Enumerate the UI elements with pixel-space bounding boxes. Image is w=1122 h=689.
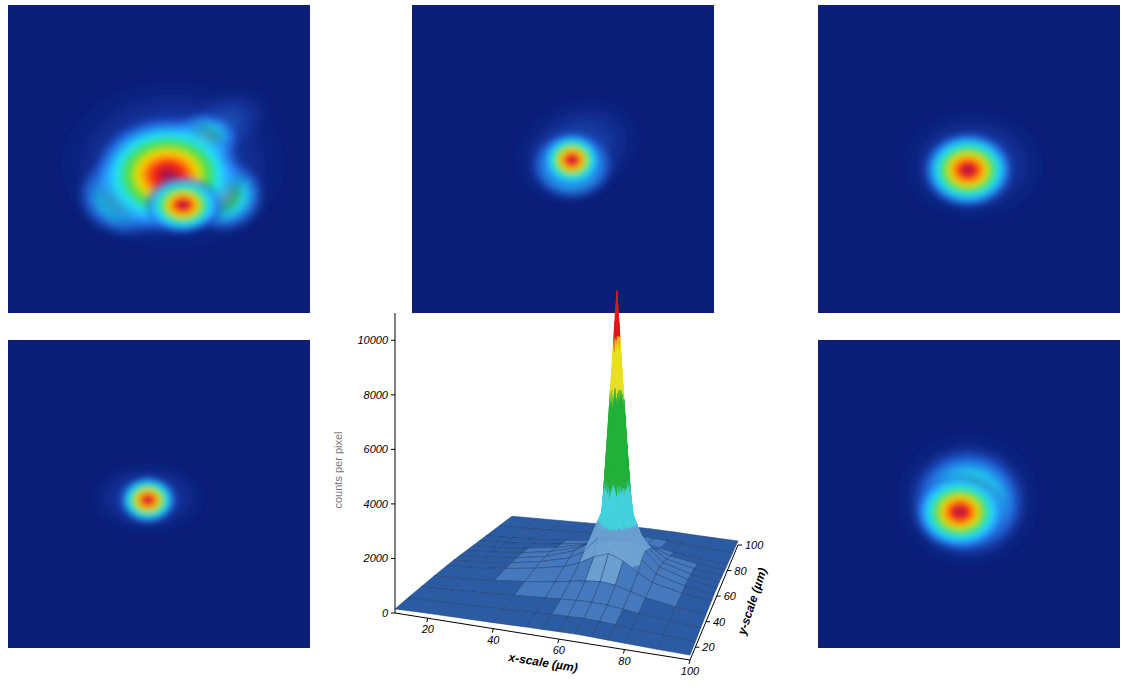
svg-text:counts per pixel: counts per pixel	[332, 431, 344, 508]
svg-text:80: 80	[734, 565, 747, 577]
svg-text:60: 60	[724, 590, 737, 602]
svg-text:40: 40	[713, 616, 726, 628]
svg-text:20: 20	[421, 623, 435, 635]
svg-text:y-scale (µm): y-scale (µm)	[734, 566, 769, 637]
svg-text:10000: 10000	[357, 334, 388, 346]
svg-text:0: 0	[382, 607, 389, 619]
svg-text:8000: 8000	[364, 389, 389, 401]
svg-text:100: 100	[681, 665, 700, 677]
svg-text:20: 20	[701, 641, 715, 653]
svg-text:40: 40	[487, 634, 500, 646]
svg-text:100: 100	[745, 539, 764, 551]
svg-text:2000: 2000	[363, 552, 389, 564]
svg-text:4000: 4000	[364, 498, 389, 510]
svg-text:60: 60	[553, 644, 566, 656]
svg-text:6000: 6000	[364, 443, 389, 455]
svg-text:x-scale (µm): x-scale (µm)	[507, 650, 579, 675]
svg-text:80: 80	[618, 655, 631, 667]
